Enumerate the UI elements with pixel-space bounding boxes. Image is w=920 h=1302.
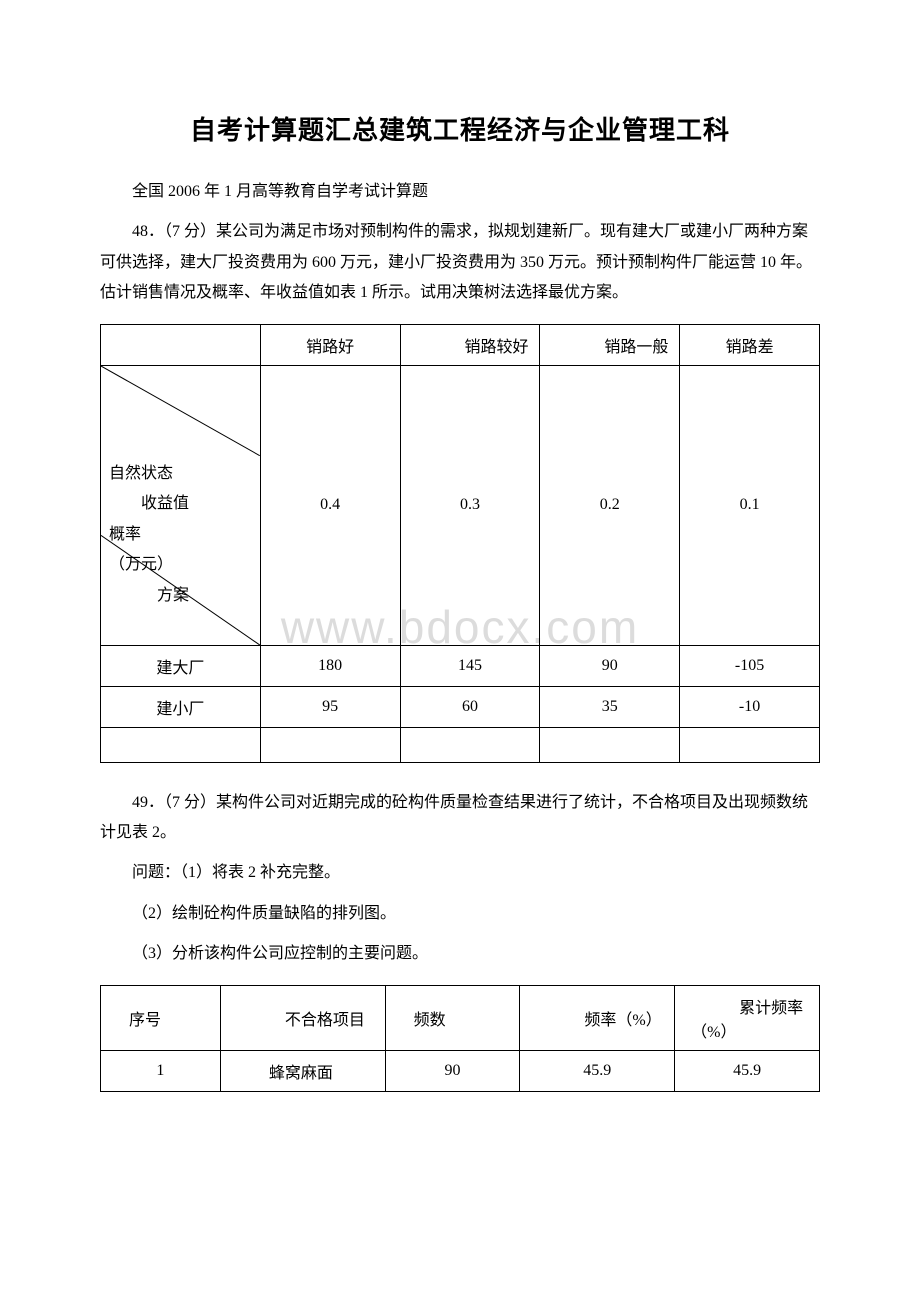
empty-cell <box>101 727 261 762</box>
header-blank <box>101 324 261 365</box>
row-label: 建小厂 <box>101 686 261 727</box>
diag-label: （万元） <box>109 550 250 580</box>
table-row: 自然状态 收益值 概率 （万元） 方案 0.4 0.3 0.2 0.1 <box>101 365 820 645</box>
col-header: 频数 <box>385 985 520 1050</box>
diag-label: 方案 <box>109 581 250 611</box>
page-title: 自考计算题汇总建筑工程经济与企业管理工科 <box>100 110 820 147</box>
cell: 145 <box>400 645 540 686</box>
col-header: 频率（%） <box>520 985 675 1050</box>
col-header: 不合格项目 <box>220 985 385 1050</box>
col-header: 销路一般 <box>540 324 680 365</box>
diag-label: 收益值 <box>109 489 250 519</box>
table-row: 序号 不合格项目 频数 频率（%） 累计频率（%） <box>101 985 820 1050</box>
prob-cell: 0.4 <box>260 365 400 645</box>
question-49-sub2: （2）绘制砼构件质量缺陷的排列图。 <box>132 899 820 929</box>
cell: 90 <box>540 645 680 686</box>
cell: 35 <box>540 686 680 727</box>
cell: 45.9 <box>675 1050 820 1091</box>
diag-label: 自然状态 <box>109 459 250 489</box>
table-row: 销路好 销路较好 销路一般 销路差 <box>101 324 820 365</box>
col-header: 销路较好 <box>400 324 540 365</box>
cell: 60 <box>400 686 540 727</box>
cell: 蜂窝麻面 <box>220 1050 385 1091</box>
question-49: 49．（7 分）某构件公司对近期完成的砼构件质量检查结果进行了统计，不合格项目及… <box>100 788 820 849</box>
table-row <box>101 727 820 762</box>
table-row: 1 蜂窝麻面 90 45.9 45.9 <box>101 1050 820 1091</box>
diagonal-header-cell: 自然状态 收益值 概率 （万元） 方案 <box>101 365 261 645</box>
col-header: 序号 <box>101 985 221 1050</box>
document-content: 自考计算题汇总建筑工程经济与企业管理工科 全国 2006 年 1 月高等教育自学… <box>100 110 820 1092</box>
cell: 1 <box>101 1050 221 1091</box>
prob-cell: 0.1 <box>680 365 820 645</box>
empty-cell <box>400 727 540 762</box>
col-header: 销路差 <box>680 324 820 365</box>
empty-cell <box>540 727 680 762</box>
cell: 180 <box>260 645 400 686</box>
question-49-sub1: 问题：（1）将表 2 补充完整。 <box>100 858 820 888</box>
table-2: 序号 不合格项目 频数 频率（%） 累计频率（%） 1 蜂窝麻面 90 45.9… <box>100 985 820 1092</box>
diag-label: 概率 <box>109 520 250 550</box>
prob-cell: 0.3 <box>400 365 540 645</box>
empty-cell <box>680 727 820 762</box>
cell: 90 <box>385 1050 520 1091</box>
question-48: 48．（7 分）某公司为满足市场对预制构件的需求，拟规划建新厂。现有建大厂或建小… <box>100 217 820 308</box>
subtitle-line: 全国 2006 年 1 月高等教育自学考试计算题 <box>100 177 820 207</box>
table-row: 建大厂 180 145 90 -105 <box>101 645 820 686</box>
table-row: 建小厂 95 60 35 -10 <box>101 686 820 727</box>
cell: 95 <box>260 686 400 727</box>
table-1: 销路好 销路较好 销路一般 销路差 自然状态 收益值 概率 （万元） 方案 0.… <box>100 324 820 763</box>
empty-cell <box>260 727 400 762</box>
col-header: 累计频率（%） <box>675 985 820 1050</box>
cell: -10 <box>680 686 820 727</box>
prob-cell: 0.2 <box>540 365 680 645</box>
col-header: 销路好 <box>260 324 400 365</box>
question-49-sub3: （3）分析该构件公司应控制的主要问题。 <box>132 939 820 969</box>
cell: -105 <box>680 645 820 686</box>
row-label: 建大厂 <box>101 645 261 686</box>
cell: 45.9 <box>520 1050 675 1091</box>
